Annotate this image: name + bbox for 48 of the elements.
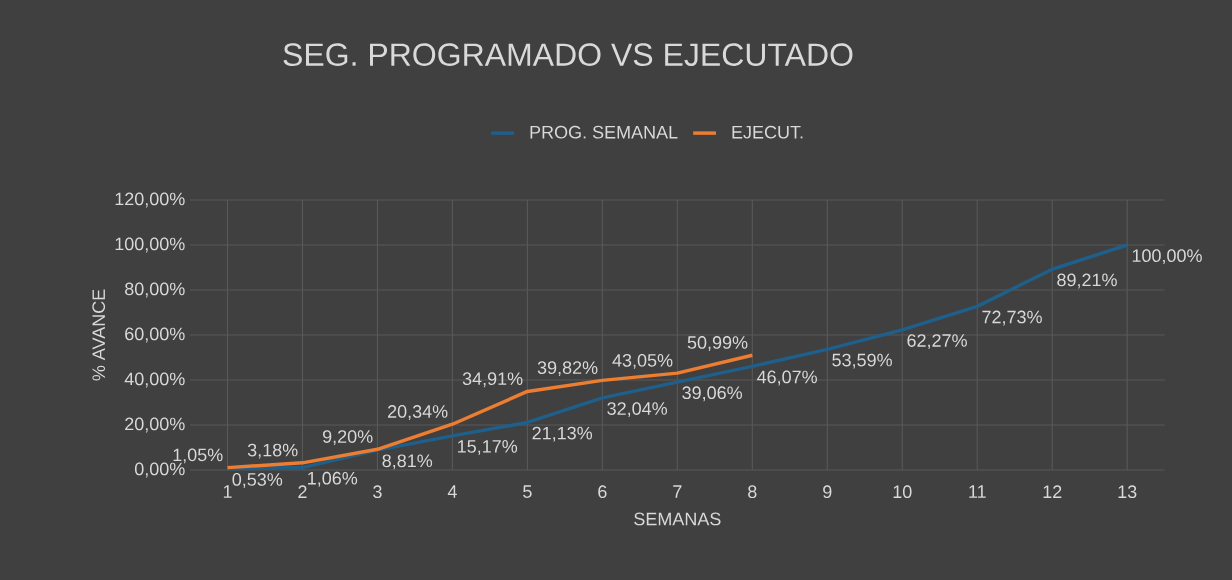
x-tick-label: 5 [523,485,532,498]
x-tick-label: 7 [673,485,682,498]
data-label: 100,00% [1132,249,1202,265]
data-label: 34,91% [462,372,523,388]
legend-label: EJECUT. [732,125,803,139]
data-label: 50,99% [687,336,748,351]
data-label: 53,59% [832,353,892,369]
y-tick-label: 40,00% [124,372,185,388]
x-tick-label: 2 [298,485,307,498]
data-label: 39,06% [682,386,743,402]
chart-title: SEG. PROGRAMADO VS EJECUTADO [283,43,853,66]
x-tick-label: 11 [969,485,986,498]
x-tick-label: 4 [447,485,457,498]
data-label: 32,04% [607,402,668,418]
data-label: 9,20% [322,430,373,446]
x-tick-label: 10 [893,485,912,499]
x-tick-label: 12 [1043,485,1062,498]
data-label: 46,07% [757,370,817,386]
line-series [225,353,755,470]
data-label: 72,73% [982,310,1042,326]
data-label: 1,06% [308,471,358,487]
data-label: 15,17% [458,440,518,455]
data-label: 3,18% [247,443,298,459]
data-label: 62,27% [907,334,967,350]
data-label: 39,82% [537,361,598,377]
data-label: 1,05% [173,448,223,464]
data-label: 43,05% [612,353,673,369]
x-tick-label: 3 [373,485,382,499]
x-tick-label: 1 [223,485,232,498]
legend-label: PROG. SEMANAL [530,125,678,139]
y-tick-label: 100,00% [115,237,185,253]
data-label: 8,81% [382,454,433,470]
data-label: 20,34% [388,405,448,420]
x-tick-label: 6 [598,485,607,499]
y-tick-label: 80,00% [125,282,185,298]
line-series [225,243,1129,471]
y-axis-title: % AVANCE [92,289,106,381]
data-label: 89,21% [1057,273,1117,289]
x-axis-title: SEMANAS [634,512,721,526]
y-tick-label: 60,00% [125,327,185,343]
data-label: 21,13% [532,426,593,442]
x-tick-label: 8 [748,485,757,499]
x-tick-label: 9 [823,485,832,499]
y-tick-label: 0,00% [134,462,185,478]
data-label: 0,53% [232,473,283,488]
y-tick-label: 20,00% [125,417,185,433]
x-tick-label: 13 [1118,485,1137,499]
y-tick-label: 120,00% [115,192,185,208]
